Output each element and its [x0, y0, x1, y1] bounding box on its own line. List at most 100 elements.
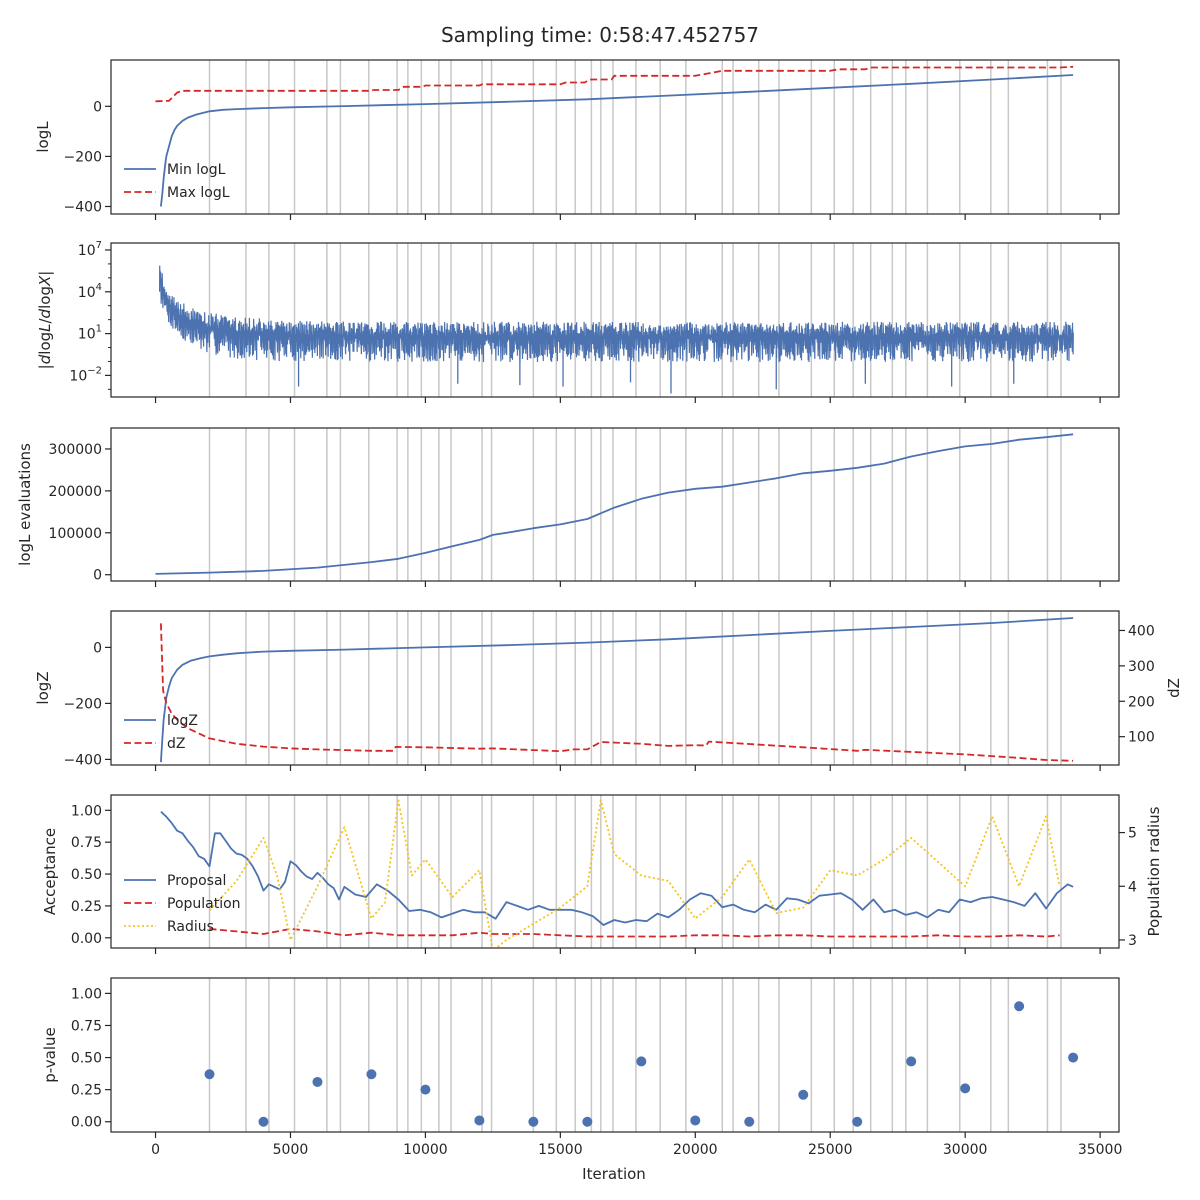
x-tick-label: 0 [151, 1142, 160, 1158]
plot-area-1 [155, 60, 1074, 214]
axes-frame [110, 610, 1120, 766]
series-line-min-logl [160, 74, 1074, 207]
y-axis-label-part: / [36, 317, 54, 323]
panel-6: 0 5000 10000 15000 20000 25000 30000 35000 0.00 0… [41, 977, 1123, 1158]
series-line-population [209, 928, 1060, 938]
y-axis-label-part: log [36, 332, 54, 355]
y-tick-base: 10 [78, 285, 96, 301]
legend-label: Max logL [167, 185, 230, 201]
y-tick-label: 0.25 [71, 1083, 102, 1099]
y-tick-label: 1.00 [71, 986, 102, 1002]
x-axis-label: Iteration [582, 1165, 646, 1183]
scatter-point [258, 1116, 269, 1127]
y-axis-label-part: | [36, 271, 54, 276]
y-axis-label-part: log [36, 286, 54, 309]
legend-label: Proposal [167, 873, 226, 889]
scatter-point [1068, 1052, 1079, 1063]
y-axis-label: |dlogL/dlogX| [36, 271, 54, 370]
legend-label: logZ [167, 713, 198, 729]
legend-label: Radius [167, 919, 214, 935]
x-tick-label: 10000 [403, 1142, 448, 1158]
scatter-point [744, 1116, 755, 1127]
plot-area-5 [160, 795, 1074, 948]
y-right-tick-label: 3 [1128, 933, 1137, 949]
y-axis-label-part: d [36, 308, 54, 318]
x-tick-label: 5000 [273, 1142, 309, 1158]
y-right-tick-label: 400 [1128, 623, 1155, 639]
derivative-line [159, 265, 1074, 363]
legend-label: dZ [167, 736, 185, 752]
y-tick-label: 107 [78, 240, 102, 259]
figure-title: Sampling time: 0:58:47.452757 [441, 23, 759, 47]
scatter-point [852, 1116, 863, 1127]
scatter-point [582, 1116, 593, 1127]
y-tick-base: 10 [78, 243, 96, 259]
y-tick-label: −200 [64, 696, 102, 712]
panel-5: 0.00 0.25 0.50 0.75 1.00 3 4 5 Acceptance Populat… [41, 794, 1163, 954]
y-tick-label: 0 [93, 640, 102, 656]
axes-frame [110, 427, 1120, 582]
legend: logZ dZ [124, 713, 198, 752]
scatter-point [690, 1115, 701, 1126]
y-tick-label: 0 [93, 99, 102, 115]
plot-area-2 [159, 243, 1074, 397]
y-axis-label: Acceptance [41, 828, 59, 915]
y-axis-label: logZ [34, 671, 52, 704]
series-line-logz [160, 617, 1074, 763]
series-line-proposal [160, 810, 1074, 926]
scatter-point [960, 1083, 971, 1094]
legend: Proposal Population Radius [124, 873, 241, 935]
scatter-point [798, 1089, 809, 1100]
y-axis-label: logL [34, 121, 52, 153]
legend-label: Population [167, 896, 241, 912]
x-tick-label: 20000 [673, 1142, 718, 1158]
y-axis-label-part: X [36, 275, 54, 287]
y-tick-label: 0.75 [71, 1018, 102, 1034]
plot-area-3 [155, 428, 1074, 581]
y-tick-label: 0.00 [71, 931, 102, 947]
y-axis-label-right: dZ [1165, 678, 1183, 698]
y-tick-label: 0.75 [71, 835, 102, 851]
y-right-tick-label: 5 [1128, 826, 1137, 842]
y-tick-label: 1.00 [71, 803, 102, 819]
y-axis-label: logL evaluations [16, 443, 34, 566]
axes-frame [110, 59, 1120, 215]
y-right-tick-label: 300 [1128, 659, 1155, 675]
y-tick-label: −400 [64, 199, 102, 215]
axes-frame [110, 977, 1120, 1133]
scatter-point [1014, 1001, 1025, 1012]
series-line-dz [160, 623, 1074, 762]
legend-label: Min logL [167, 162, 226, 178]
y-tick-label: −400 [64, 752, 102, 768]
y-tick-exponent: 4 [96, 282, 102, 293]
plot-area-6 [204, 978, 1079, 1132]
y-right-tick-label: 200 [1128, 694, 1155, 710]
y-axis-label-part: L [36, 323, 54, 331]
y-right-tick-label: 100 [1128, 730, 1155, 746]
axes-frame [110, 794, 1120, 949]
y-tick-label: 100000 [49, 526, 102, 542]
y-tick-exponent: 1 [96, 324, 102, 335]
y-right-tick-label: 4 [1128, 879, 1137, 895]
scatter-point [528, 1116, 539, 1127]
y-tick-label: 104 [78, 282, 102, 301]
panel-3: 0 100000 200000 300000 logL evaluations [16, 427, 1120, 587]
y-tick-exponent: 7 [96, 240, 102, 251]
panel-4: −400 −200 0 100 200 300 400 logZ dZ logZ dZ [34, 610, 1183, 771]
y-tick-base: 10 [78, 327, 96, 343]
y-tick-base: 10 [69, 368, 87, 384]
scatter-point [312, 1076, 323, 1087]
legend: Min logL Max logL [124, 162, 230, 201]
series-line-0 [155, 433, 1074, 575]
y-tick-label: 0.50 [71, 867, 102, 883]
plot-area-4 [160, 611, 1074, 765]
scatter-point [366, 1069, 377, 1080]
y-tick-label: 300000 [49, 442, 102, 458]
y-tick-label: −200 [64, 149, 102, 165]
x-tick-label: 30000 [943, 1142, 988, 1158]
x-tick-label: 35000 [1078, 1142, 1123, 1158]
